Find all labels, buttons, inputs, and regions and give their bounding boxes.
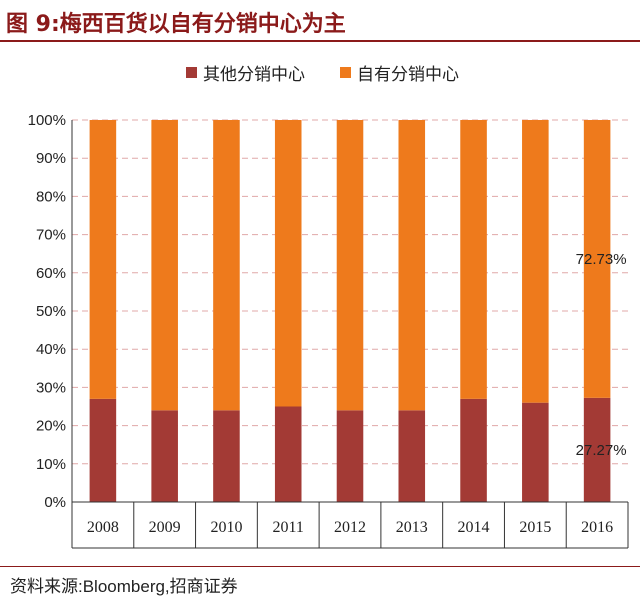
x-tick-label: 2013 [396, 519, 428, 536]
legend-label-own: 自有分销中心 [357, 65, 459, 85]
x-tick-label: 2012 [334, 519, 366, 536]
bar-segment-other [336, 410, 364, 502]
bar-segment-other [213, 410, 240, 502]
bar-segment-own [398, 120, 426, 411]
x-tick-label: 2009 [149, 519, 181, 536]
data-label: 27.27% [576, 442, 627, 459]
data-label: 72.73% [576, 251, 627, 268]
y-tick-label: 50% [36, 303, 66, 320]
bar-segment-other [274, 406, 302, 502]
legend-item-own: 自有分销中心 [340, 60, 459, 85]
y-tick-label: 90% [36, 150, 66, 167]
legend-swatch-own [340, 67, 351, 78]
x-tick-label: 2008 [87, 519, 119, 536]
bar-segment-own [460, 120, 487, 399]
bar-segment-other [460, 398, 487, 502]
figure-title: 图 9:梅西百货以自有分销中心为主 [6, 12, 346, 37]
bar-segment-own [89, 120, 117, 399]
y-tick-label: 30% [36, 379, 66, 396]
x-tick-label: 2016 [581, 519, 613, 536]
bar-segment-other [522, 402, 549, 502]
title-bar: 图 9:梅西百货以自有分销中心为主 [0, 0, 640, 40]
bar-segment-other [583, 397, 611, 502]
bar-segment-other [89, 398, 117, 502]
legend: 其他分销中心 自有分销中心 [0, 60, 640, 85]
x-tick-label: 2011 [273, 519, 304, 536]
title-divider [0, 40, 640, 42]
x-tick-label: 2010 [210, 519, 242, 536]
bar-segment-own [151, 120, 178, 411]
y-tick-label: 10% [36, 456, 66, 473]
y-tick-label: 70% [36, 227, 66, 244]
bar-segment-other [398, 410, 426, 502]
bar-segment-own [583, 120, 611, 398]
y-tick-label: 0% [44, 494, 66, 511]
bar-segment-own [522, 120, 549, 403]
bar-segment-own [274, 120, 302, 407]
legend-label-other: 其他分销中心 [203, 65, 305, 85]
x-tick-label: 2015 [519, 519, 551, 536]
stacked-bar-chart: 0% 10% 20% 30% 40% 50% 60% 70% 80% 90% 100% 2008 200… [28, 112, 629, 549]
source-note: 资料来源:Bloomberg,招商证券 [10, 577, 238, 596]
y-tick-label: 60% [36, 265, 66, 282]
x-tick-label: 2014 [458, 519, 490, 536]
legend-item-other: 其他分销中心 [186, 60, 305, 85]
y-tick-label: 80% [36, 188, 66, 205]
bar-segment-own [336, 120, 364, 411]
y-tick-label: 100% [28, 112, 66, 129]
y-tick-label: 20% [36, 418, 66, 435]
legend-swatch-other [186, 67, 197, 78]
bar-segment-other [151, 410, 178, 502]
y-tick-label: 40% [36, 341, 66, 358]
bar-segment-own [213, 120, 240, 411]
source-divider [0, 566, 640, 567]
